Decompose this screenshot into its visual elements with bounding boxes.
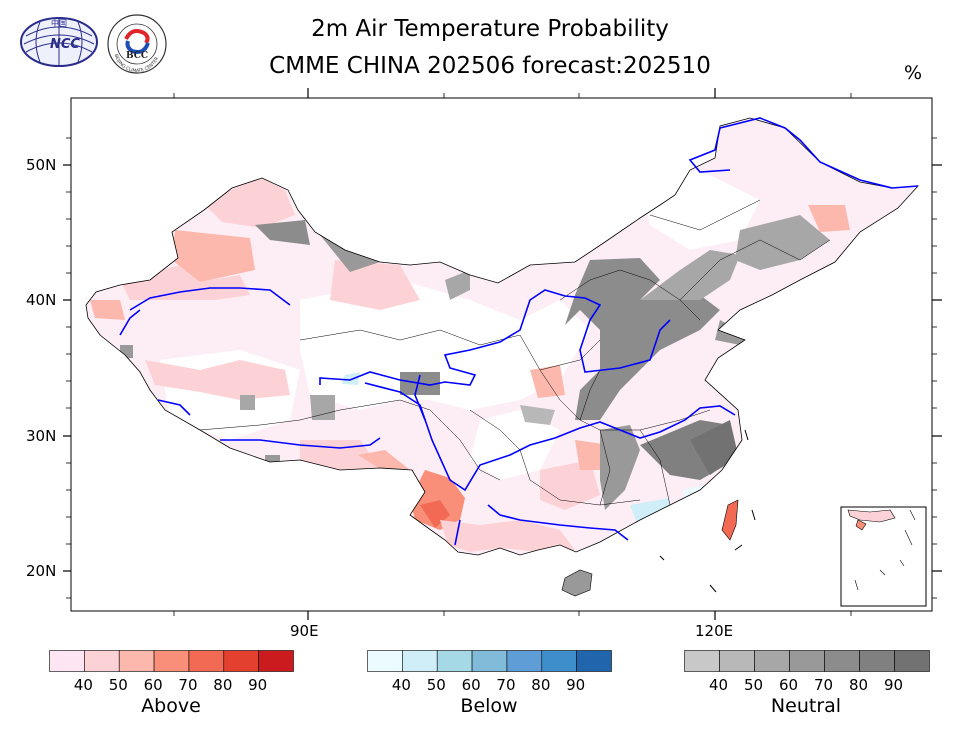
lat-label-30n: 30N <box>26 427 57 445</box>
colorbar-below-label: 40 <box>391 676 411 694</box>
ncc-logo-top-text: 中国 <box>51 18 67 28</box>
colorbar-below-swatch <box>402 650 438 672</box>
colorbar-above-title: Above <box>141 695 201 717</box>
colorbar-above-label: 40 <box>73 676 93 694</box>
colorbar-neutral-swatch <box>684 650 720 672</box>
colorbar-neutral-swatch <box>824 650 860 672</box>
tarim-river <box>129 287 291 311</box>
colorbar-below-swatch <box>576 650 612 672</box>
colorbar-above-label: 60 <box>143 676 163 694</box>
colorbar-above-swatch <box>188 650 225 672</box>
colorbar-above <box>49 650 294 672</box>
chart-title-line2: CMME CHINA 202506 forecast:202510 <box>269 53 711 79</box>
colorbar-below-swatch <box>541 650 577 672</box>
colorbar-neutral-swatch <box>754 650 790 672</box>
colorbar-neutral <box>684 650 930 672</box>
colorbar-above-label: 90 <box>248 676 268 694</box>
colorbar-below <box>367 650 612 672</box>
colorbar-below-label: 90 <box>566 676 586 694</box>
lat-label-20n: 20N <box>26 562 57 580</box>
bcc-logo: BCC BEIJING CLIMATE CENTER <box>107 14 167 74</box>
unit-label: % <box>904 62 923 84</box>
colorbar-neutral-swatch <box>859 650 895 672</box>
colorbar-above-swatch <box>223 650 259 672</box>
colorbar-below-swatch <box>506 650 543 672</box>
colorbar-above-label: 50 <box>108 676 128 694</box>
colorbar-below-label: 70 <box>496 676 516 694</box>
rivers <box>119 117 919 546</box>
yangtze-river <box>364 382 736 492</box>
yellow-river <box>319 289 671 386</box>
colorbar-below-swatch <box>367 650 403 672</box>
hainan-island <box>561 569 593 597</box>
colorbar-below-swatch <box>471 650 508 672</box>
colorbar-neutral-swatch <box>789 650 825 672</box>
colorbar-above-swatch <box>84 650 120 672</box>
province-borders <box>199 199 831 506</box>
colorbar-neutral-label: 50 <box>744 676 764 694</box>
amur-river <box>688 117 919 189</box>
colorbar-below-label: 60 <box>461 676 481 694</box>
lat-label-40n: 40N <box>26 291 57 309</box>
colorbar-neutral-swatch <box>894 650 930 672</box>
colorbar-neutral-label: 40 <box>709 676 729 694</box>
colorbar-neutral-label: 90 <box>884 676 904 694</box>
colorbar-above-swatch <box>118 650 155 672</box>
colorbar-above-swatch <box>49 650 85 672</box>
colorbar-neutral-label: 60 <box>779 676 799 694</box>
bcc-logo-text: BCC <box>126 51 148 61</box>
ncc-logo-text: NCC <box>50 37 80 52</box>
colorbar-below-label: 50 <box>426 676 446 694</box>
colorbar-below-swatch <box>436 650 473 672</box>
colorbar-above-swatch <box>258 650 294 672</box>
colorbar-neutral-label: 70 <box>814 676 834 694</box>
south-china-sea-inset <box>840 506 927 607</box>
colorbar-above-swatch <box>153 650 190 672</box>
ncc-logo: NCC 中国 <box>20 17 98 67</box>
chart-title-line1: 2m Air Temperature Probability <box>311 16 669 42</box>
colorbar-neutral-title: Neutral <box>770 695 842 717</box>
colorbar-below-label: 80 <box>531 676 551 694</box>
lon-label-120e: 120E <box>695 622 734 640</box>
lon-label-90e: 90E <box>290 622 319 640</box>
taiwan-island <box>721 499 739 541</box>
yarlung-river <box>220 437 381 449</box>
colorbar-above-label: 80 <box>213 676 233 694</box>
china-border <box>85 117 919 556</box>
lat-label-50n: 50N <box>26 156 57 174</box>
colorbar-above-label: 70 <box>178 676 198 694</box>
axis-ticks <box>63 88 942 620</box>
colorbar-below-title: Below <box>460 695 518 717</box>
colorbar-neutral-swatch <box>719 650 755 672</box>
colorbar-neutral-label: 80 <box>849 676 869 694</box>
